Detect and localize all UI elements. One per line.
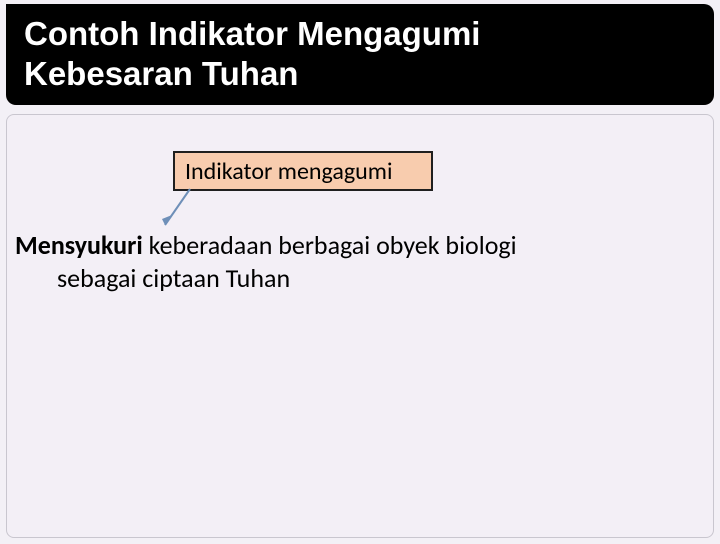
indicator-tag: Indikator mengagumi bbox=[173, 151, 433, 191]
indicator-tag-text: Indikator mengagumi bbox=[185, 157, 392, 186]
body-text: Mensyukuri keberadaan berbagai obyek bio… bbox=[15, 229, 693, 294]
title-line-2: Kebesaran Tuhan bbox=[24, 55, 298, 92]
body-bold-lead: Mensyukuri bbox=[15, 229, 143, 261]
content-panel: Indikator mengagumi Mensyukuri keberadaa… bbox=[6, 114, 714, 538]
body-line2: sebagai ciptaan Tuhan bbox=[15, 262, 693, 295]
title-line-1: Contoh Indikator Mengagumi bbox=[24, 15, 480, 52]
title-bar: Contoh Indikator Mengagumi Kebesaran Tuh… bbox=[6, 4, 714, 105]
body-rest-line1: keberadaan berbagai obyek biologi bbox=[143, 229, 517, 261]
